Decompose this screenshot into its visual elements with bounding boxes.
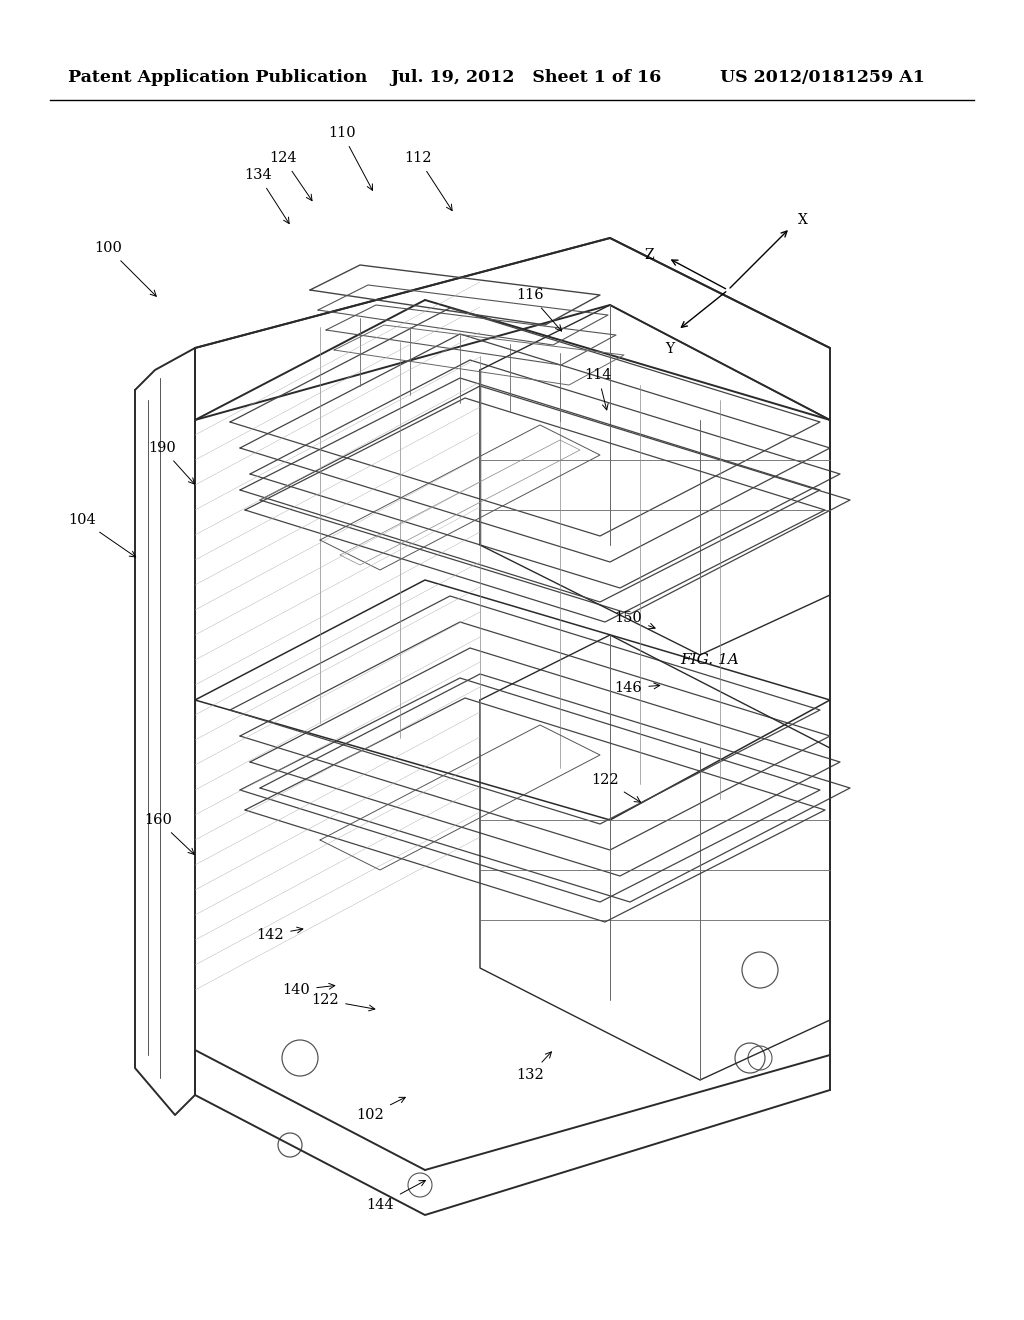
Text: 142: 142 [256,927,303,942]
Text: 110: 110 [328,125,373,190]
Text: 124: 124 [269,150,312,201]
Text: 116: 116 [516,288,561,331]
Text: 122: 122 [311,993,375,1011]
Text: 102: 102 [356,1097,406,1122]
Text: Y: Y [666,342,675,356]
Text: Z: Z [644,248,654,261]
Text: US 2012/0181259 A1: US 2012/0181259 A1 [720,70,925,87]
Text: Jul. 19, 2012   Sheet 1 of 16: Jul. 19, 2012 Sheet 1 of 16 [390,70,662,87]
Text: 100: 100 [94,242,157,296]
Text: X: X [798,213,808,227]
Text: 104: 104 [69,513,135,557]
Text: 132: 132 [516,1052,552,1082]
Text: FIG. 1A: FIG. 1A [680,653,738,667]
Text: Patent Application Publication: Patent Application Publication [68,70,368,87]
Text: 122: 122 [591,774,641,803]
Text: 146: 146 [614,681,659,696]
Text: 134: 134 [244,168,289,223]
Text: 144: 144 [367,1180,425,1212]
Text: 160: 160 [144,813,195,854]
Text: 112: 112 [404,150,453,211]
Text: 190: 190 [148,441,195,484]
Text: 114: 114 [585,368,611,411]
Text: 140: 140 [283,983,335,997]
Text: 150: 150 [614,611,655,628]
